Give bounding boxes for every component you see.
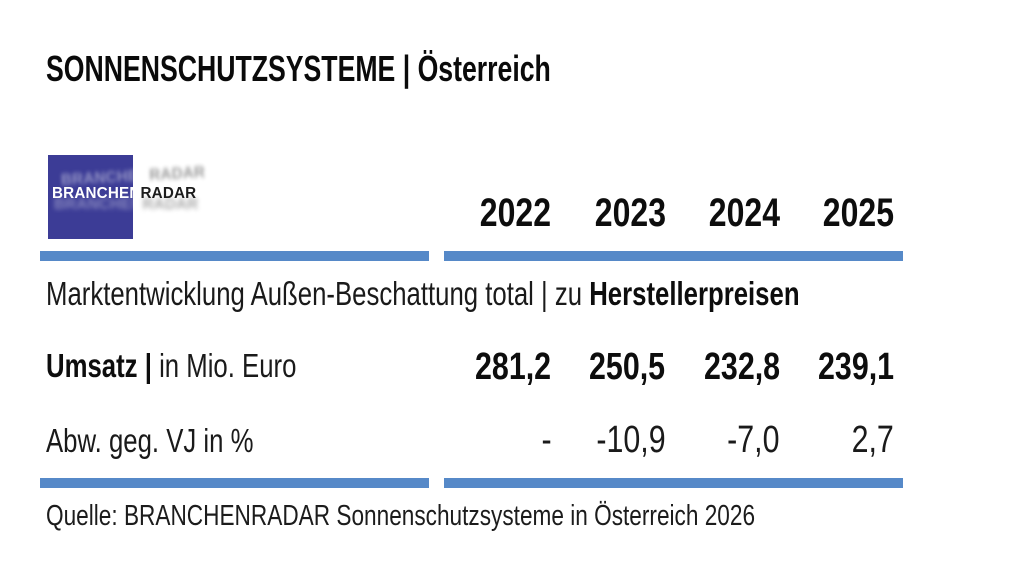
logo-ghost-text-left: BRANCHEN	[54, 196, 143, 213]
subtitle-bold: Herstellerpreisen	[589, 275, 800, 312]
value-cell: -7,0	[666, 419, 780, 461]
umsatz-2022: 281,2	[475, 346, 552, 388]
logo-wordmark: BRANCHENRADAR	[52, 186, 196, 202]
row-label-umsatz-text: Umsatz | in Mio. Euro	[46, 349, 296, 382]
year-header-2025: 2025	[822, 191, 894, 235]
logo-ghost-lower: BRANCHENRADAR	[54, 197, 198, 213]
abweichung-values-row: - -10,9 -7,0 2,7	[437, 421, 894, 459]
year-header-2023: 2023	[594, 191, 666, 235]
logo-wordmark-branchen: BRANCHEN	[52, 185, 141, 202]
value-cell: 239,1	[780, 348, 894, 386]
umsatz-2025: 239,1	[817, 346, 894, 388]
subtitle-regular: Marktentwicklung Außen-Beschattung total…	[46, 275, 590, 312]
value-cell: -10,9	[551, 421, 665, 459]
row-label-umsatz-bold: Umsatz |	[46, 347, 160, 384]
row-label-umsatz-regular: in Mio. Euro	[159, 347, 297, 384]
value-cell: 281,2	[437, 348, 551, 386]
table-subtitle-text: Marktentwicklung Außen-Beschattung total…	[46, 277, 800, 310]
top-left-rule	[40, 251, 429, 261]
year-header-cell: 2024	[666, 193, 780, 233]
branchenradar-logo: BRANCHENRADAR BRANCHENRADAR BRANCHENRADA…	[48, 155, 278, 239]
value-cell: 250,5	[551, 348, 665, 386]
value-cell: 2,7	[780, 421, 894, 459]
umsatz-2024: 232,8	[703, 346, 780, 388]
umsatz-values-row: 281,2 250,5 232,8 239,1	[437, 348, 894, 386]
page-title-text: SONNENSCHUTZSYSTEME | Österreich	[46, 48, 551, 89]
value-cell: 232,8	[666, 348, 780, 386]
value-cell: -	[437, 421, 551, 459]
year-header-2022: 2022	[480, 191, 552, 235]
abweichung-2024: -7,0	[727, 419, 780, 461]
year-header-cell: 2023	[551, 193, 665, 233]
row-label-abweichung-text: Abw. geg. VJ in %	[46, 422, 254, 459]
bottom-left-rule	[40, 478, 429, 488]
year-header-cell: 2022	[437, 193, 551, 233]
top-right-rule	[444, 251, 903, 261]
umsatz-2023: 250,5	[589, 346, 666, 388]
abweichung-2022: -	[541, 419, 552, 461]
source-line: Quelle: BRANCHENRADAR Sonnenschutzsystem…	[46, 502, 955, 531]
logo-ghost-text-right: RADAR	[142, 196, 199, 213]
table-subtitle: Marktentwicklung Außen-Beschattung total…	[46, 277, 1012, 310]
logo-wordmark-radar: RADAR	[140, 185, 197, 202]
abweichung-2023: -10,9	[596, 419, 666, 461]
abweichung-2025: 2,7	[851, 419, 894, 461]
page-title: SONNENSCHUTZSYSTEME | Österreich	[46, 51, 728, 87]
source-line-text: Quelle: BRANCHENRADAR Sonnenschutzsystem…	[46, 500, 756, 532]
year-header-row: 2022 2023 2024 2025	[437, 193, 894, 233]
year-header-2024: 2024	[708, 191, 780, 235]
row-label-abweichung: Abw. geg. VJ in %	[46, 424, 312, 457]
bottom-right-rule	[444, 478, 903, 488]
logo-ghost-text-right: RADAR	[148, 164, 206, 185]
year-header-cell: 2025	[780, 193, 894, 233]
row-label-umsatz: Umsatz | in Mio. Euro	[46, 349, 367, 382]
logo-square	[48, 155, 133, 239]
